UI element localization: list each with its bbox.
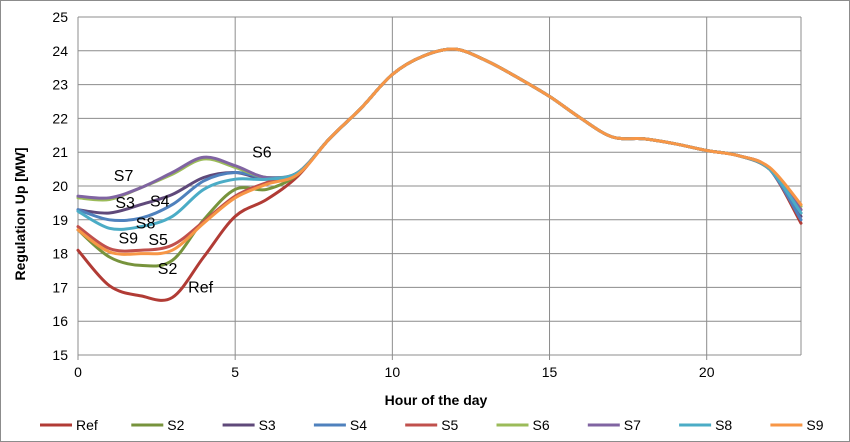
x-tick-label: 0 (74, 364, 82, 380)
series-line-s8 (76, 47, 803, 231)
series-line-s6 (76, 47, 803, 208)
series-lines (76, 47, 803, 302)
y-tick-label: 21 (52, 144, 68, 160)
legend-label: S3 (259, 417, 276, 433)
legend-label: S5 (441, 417, 458, 433)
y-tick-label: 24 (52, 43, 68, 59)
legend-item-s7: S7 (587, 417, 641, 433)
x-tick-label: 15 (542, 364, 558, 380)
y-tick-label: 25 (52, 9, 68, 25)
legend-item-s9: S9 (770, 417, 824, 433)
annotation-s4: S4 (150, 193, 170, 210)
legend-label: S2 (167, 417, 184, 433)
x-tick-label: 20 (699, 364, 715, 380)
annotation-s2: S2 (158, 261, 178, 278)
legend-item-ref: Ref (40, 417, 98, 433)
legend-label: S8 (715, 417, 732, 433)
legend: Ref S2 S3 S4 S5 S6 S7 S8 S9 (40, 417, 824, 433)
legend-item-s6: S6 (496, 417, 550, 433)
legend-label: S6 (533, 417, 550, 433)
y-axis-title: Regulation Up [MW] (12, 148, 28, 281)
y-tick-labels: 15 16 17 18 19 20 21 22 23 24 25 (52, 9, 68, 363)
legend-label: S4 (350, 417, 367, 433)
series-line-s5 (76, 47, 803, 253)
legend-label: S7 (624, 417, 641, 433)
annotation-s8: S8 (136, 215, 156, 232)
legend-label: Ref (76, 417, 98, 433)
y-tick-label: 17 (52, 279, 68, 295)
legend-item-s2: S2 (131, 417, 185, 433)
y-tick-label: 22 (52, 110, 68, 126)
legend-item-s4: S4 (313, 417, 367, 433)
series-line-s3 (76, 47, 803, 218)
legend-item-s5: S5 (405, 417, 459, 433)
series-line-ref (76, 47, 803, 302)
y-tick-label: 19 (52, 212, 68, 228)
x-tick-label: 10 (385, 364, 401, 380)
legend-label: S9 (806, 417, 823, 433)
y-tick-label: 16 (52, 313, 68, 329)
y-tick-label: 15 (52, 347, 68, 363)
x-tick-labels: 0 5 10 15 20 (74, 364, 715, 380)
legend-item-s8: S8 (679, 417, 732, 433)
series-line-s9 (76, 47, 803, 256)
series-line-s2 (76, 47, 803, 268)
y-tick-label: 23 (52, 77, 68, 93)
y-tick-label: 18 (52, 246, 68, 262)
annotation-s7: S7 (114, 168, 134, 185)
series-line-s4 (76, 47, 803, 223)
annotation-s5: S5 (148, 232, 168, 249)
annotation-ref: Ref (188, 279, 213, 296)
annotation-s6: S6 (252, 144, 272, 161)
x-tick-label: 5 (231, 364, 239, 380)
axes (77, 17, 801, 360)
legend-item-s3: S3 (222, 417, 276, 433)
annotation-s3: S3 (115, 195, 135, 212)
x-axis-title: Hour of the day (385, 392, 488, 408)
y-tick-label: 20 (52, 178, 68, 194)
annotation-s9: S9 (119, 230, 139, 247)
